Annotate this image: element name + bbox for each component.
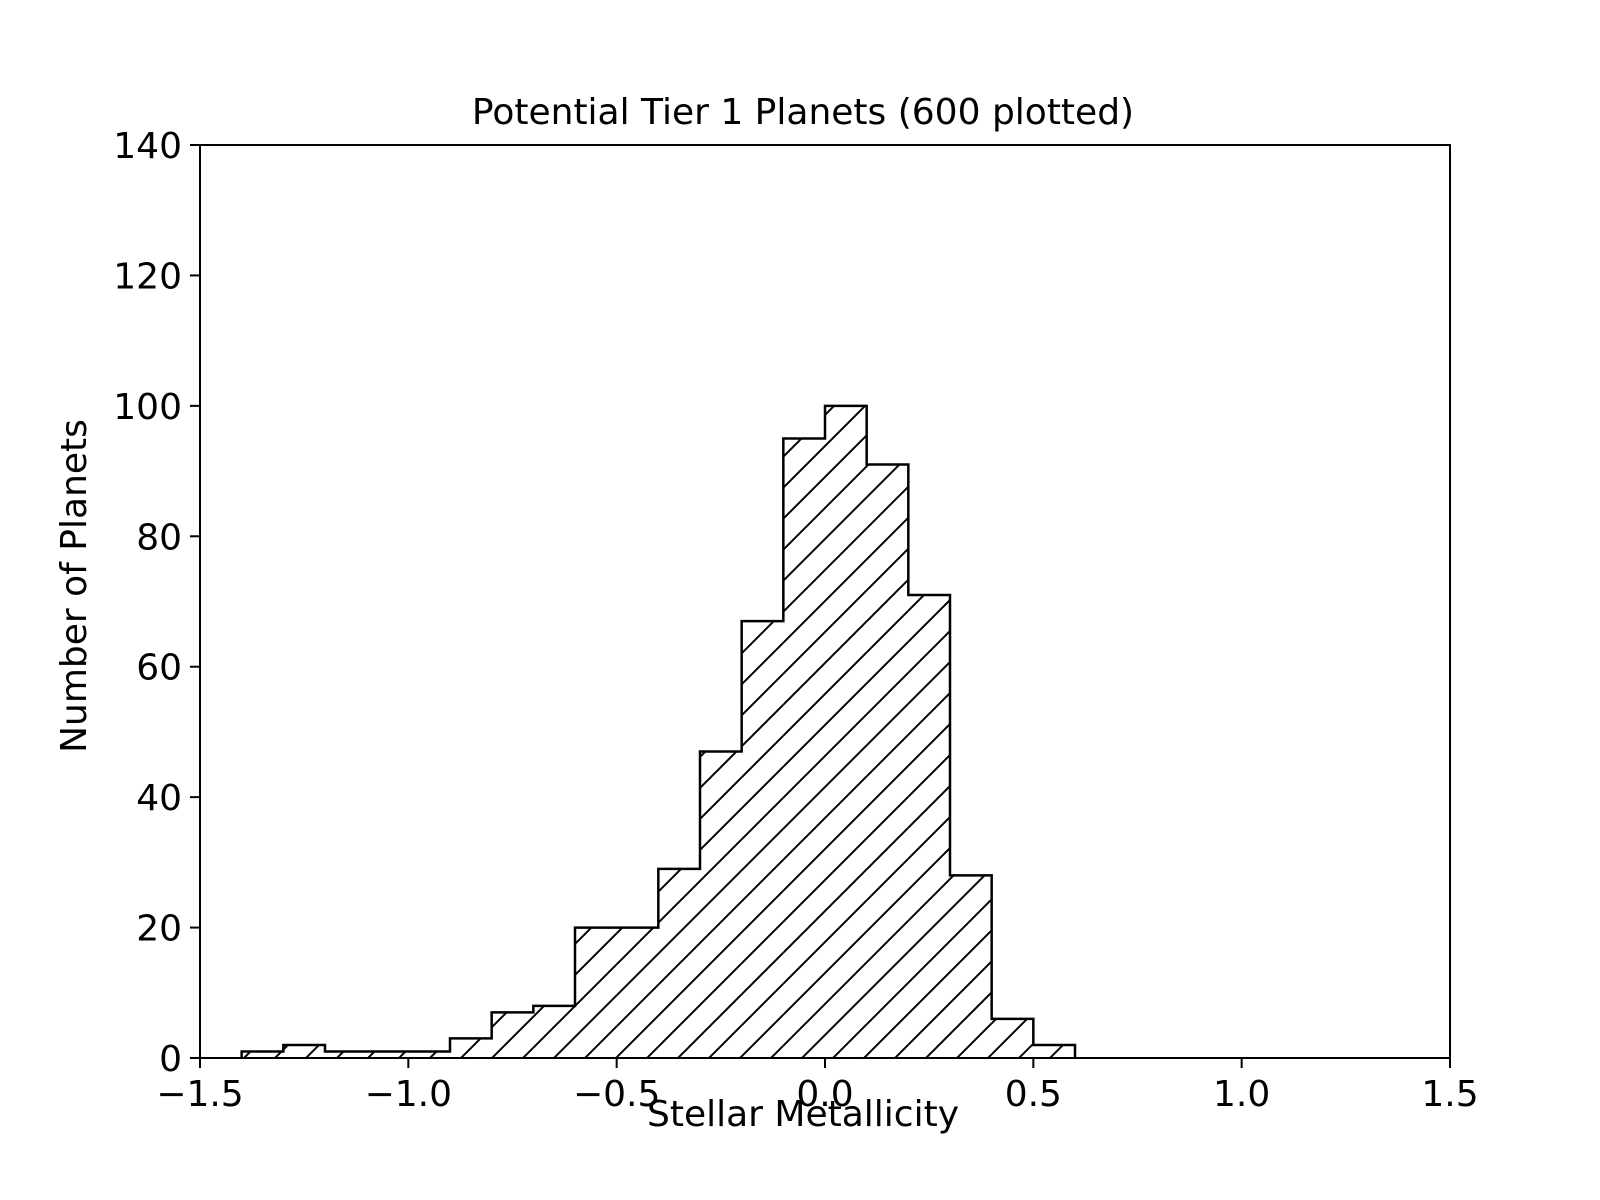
histogram-bar [991, 1018, 1034, 1058]
histogram-bar [1033, 1044, 1075, 1058]
histogram-bar [366, 1051, 409, 1058]
histogram-bar [700, 751, 742, 1058]
x-tick-label: 1.0 [1213, 1074, 1270, 1115]
y-tick-label: 120 [113, 256, 182, 297]
histogram-bar [658, 868, 700, 1058]
x-tick-label: −1.5 [156, 1074, 243, 1115]
histogram-bar [741, 621, 784, 1058]
histogram-bar [908, 594, 950, 1058]
x-tick-label: 1.5 [1421, 1074, 1478, 1115]
y-tick-label: 80 [136, 517, 182, 558]
chart-title: Potential Tier 1 Planets (600 plotted) [472, 92, 1134, 133]
y-axis-label: Number of Planets [54, 419, 95, 753]
plot-area: −1.5 −1.0 −0.5 0.0 0.5 1.0 1.5 0 20 40 60 80 100 120 1… [113, 126, 1478, 1115]
histogram-bar [533, 1005, 575, 1058]
x-tick-label: 0.0 [796, 1074, 853, 1115]
y-tick-label: 60 [136, 648, 182, 689]
histogram-bar [783, 438, 825, 1058]
histogram-bar [241, 1051, 284, 1058]
x-tick-label: 0.5 [1005, 1074, 1062, 1115]
y-tick-label: 20 [136, 909, 182, 950]
histogram-bar [283, 1044, 325, 1058]
histogram-bar [950, 875, 992, 1058]
histogram-bar [866, 464, 909, 1058]
histogram-bar [450, 1038, 492, 1058]
histogram-step-outline [240, 404, 1077, 1058]
y-tick-label: 140 [113, 126, 182, 167]
histogram-bar [616, 927, 659, 1058]
histogram-bar [825, 405, 867, 1058]
histogram-bar [491, 1012, 534, 1058]
x-axis-label: Stellar Metallicity [647, 1094, 959, 1135]
x-tick-label: −1.0 [365, 1074, 452, 1115]
y-tick-label: 100 [113, 387, 182, 428]
histogram-bar [575, 927, 617, 1058]
y-tick-label: 40 [136, 778, 182, 819]
histogram-bar [408, 1051, 450, 1058]
x-tick-label: −0.5 [573, 1074, 660, 1115]
histogram-bar [325, 1051, 367, 1058]
y-tick-label: 0 [159, 1039, 182, 1080]
